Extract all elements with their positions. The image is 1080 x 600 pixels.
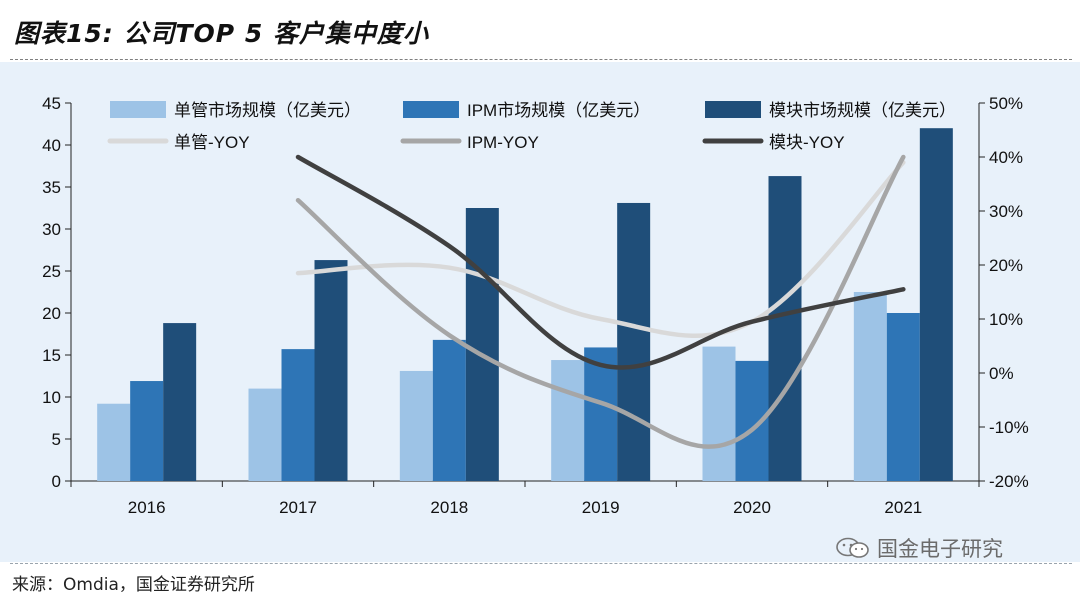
bar-ipm bbox=[432, 339, 466, 481]
wechat-icon bbox=[835, 537, 871, 559]
bar-ipm bbox=[130, 381, 164, 481]
line-single-yoy bbox=[295, 160, 906, 339]
right-tick-label: 30% bbox=[989, 202, 1023, 221]
left-tick-label: 5 bbox=[52, 430, 61, 449]
right-tick-label: -20% bbox=[989, 472, 1029, 491]
bar-single bbox=[551, 360, 585, 481]
left-tick-label: 40 bbox=[42, 136, 61, 155]
legend-label-line-single-yoy: 单管-YOY bbox=[174, 133, 250, 152]
x-tick-label: 2017 bbox=[279, 498, 317, 517]
combo-chart: 0 5 10 15 20 25 30 35 40 45 -20% -10% 0% 10% 20% 30% 40%… bbox=[42, 94, 1029, 517]
watermark: 国金电子研究 bbox=[835, 535, 1003, 561]
legend-swatch-bar-module bbox=[705, 101, 761, 118]
bar-module bbox=[465, 208, 499, 481]
x-tick-label: 2020 bbox=[733, 498, 771, 517]
bar-ipm bbox=[584, 347, 618, 481]
right-tick-label: 50% bbox=[989, 94, 1023, 113]
line-ipm-yoy bbox=[295, 154, 906, 449]
title-divider bbox=[10, 59, 1072, 60]
chart-area: 0 5 10 15 20 25 30 35 40 45 -20% -10% 0% 10% 20% 30% 40%… bbox=[0, 62, 1080, 562]
bar-single bbox=[853, 292, 887, 481]
bar-module bbox=[314, 260, 348, 481]
line-module-yoy bbox=[295, 154, 906, 370]
x-tick-label: 2019 bbox=[582, 498, 620, 517]
right-tick-label: -10% bbox=[989, 418, 1029, 437]
legend-label-line-module-yoy: 模块-YOY bbox=[769, 133, 845, 152]
legend-label-bar-single: 单管市场规模（亿美元） bbox=[174, 101, 361, 120]
bar-ipm bbox=[886, 313, 920, 481]
legend-swatch-bar-single bbox=[110, 101, 166, 118]
left-tick-label: 15 bbox=[42, 346, 61, 365]
chart-title: 图表15: 公司TOP 5 客户集中度小 bbox=[14, 19, 429, 48]
watermark-text: 国金电子研究 bbox=[877, 537, 1003, 561]
right-tick-label: 40% bbox=[989, 148, 1023, 167]
left-tick-label: 30 bbox=[42, 220, 61, 239]
bar-module bbox=[768, 176, 802, 481]
bar-ipm bbox=[281, 349, 315, 481]
right-tick-label: 10% bbox=[989, 310, 1023, 329]
x-tick-label: 2018 bbox=[430, 498, 468, 517]
left-tick-label: 10 bbox=[42, 388, 61, 407]
legend-swatch-bar-ipm bbox=[403, 101, 459, 118]
legend-label-line-ipm-yoy: IPM-YOY bbox=[467, 133, 539, 152]
bar-module bbox=[919, 128, 953, 481]
legend-label-bar-module: 模块市场规模（亿美元） bbox=[769, 101, 956, 120]
bar-single bbox=[248, 388, 282, 481]
left-tick-label: 0 bbox=[52, 472, 61, 491]
left-tick-label: 45 bbox=[42, 94, 61, 113]
x-tick-label: 2016 bbox=[128, 498, 166, 517]
bar-module bbox=[617, 202, 651, 481]
source-note: 来源：Omdia，国金证券研究所 bbox=[12, 575, 255, 595]
bar-module bbox=[163, 323, 197, 481]
left-tick-label: 20 bbox=[42, 304, 61, 323]
bar-single bbox=[399, 370, 433, 481]
x-tick-label: 2021 bbox=[884, 498, 922, 517]
left-tick-label: 25 bbox=[42, 262, 61, 281]
legend-label-bar-ipm: IPM市场规模（亿美元） bbox=[467, 101, 650, 120]
right-tick-label: 20% bbox=[989, 256, 1023, 275]
source-divider bbox=[10, 563, 1072, 564]
right-tick-label: 0% bbox=[989, 364, 1014, 383]
title-bar: 图表15: 公司TOP 5 客户集中度小 bbox=[0, 0, 1080, 62]
bar-single bbox=[97, 403, 131, 481]
left-tick-label: 35 bbox=[42, 178, 61, 197]
bar-single bbox=[702, 346, 736, 481]
